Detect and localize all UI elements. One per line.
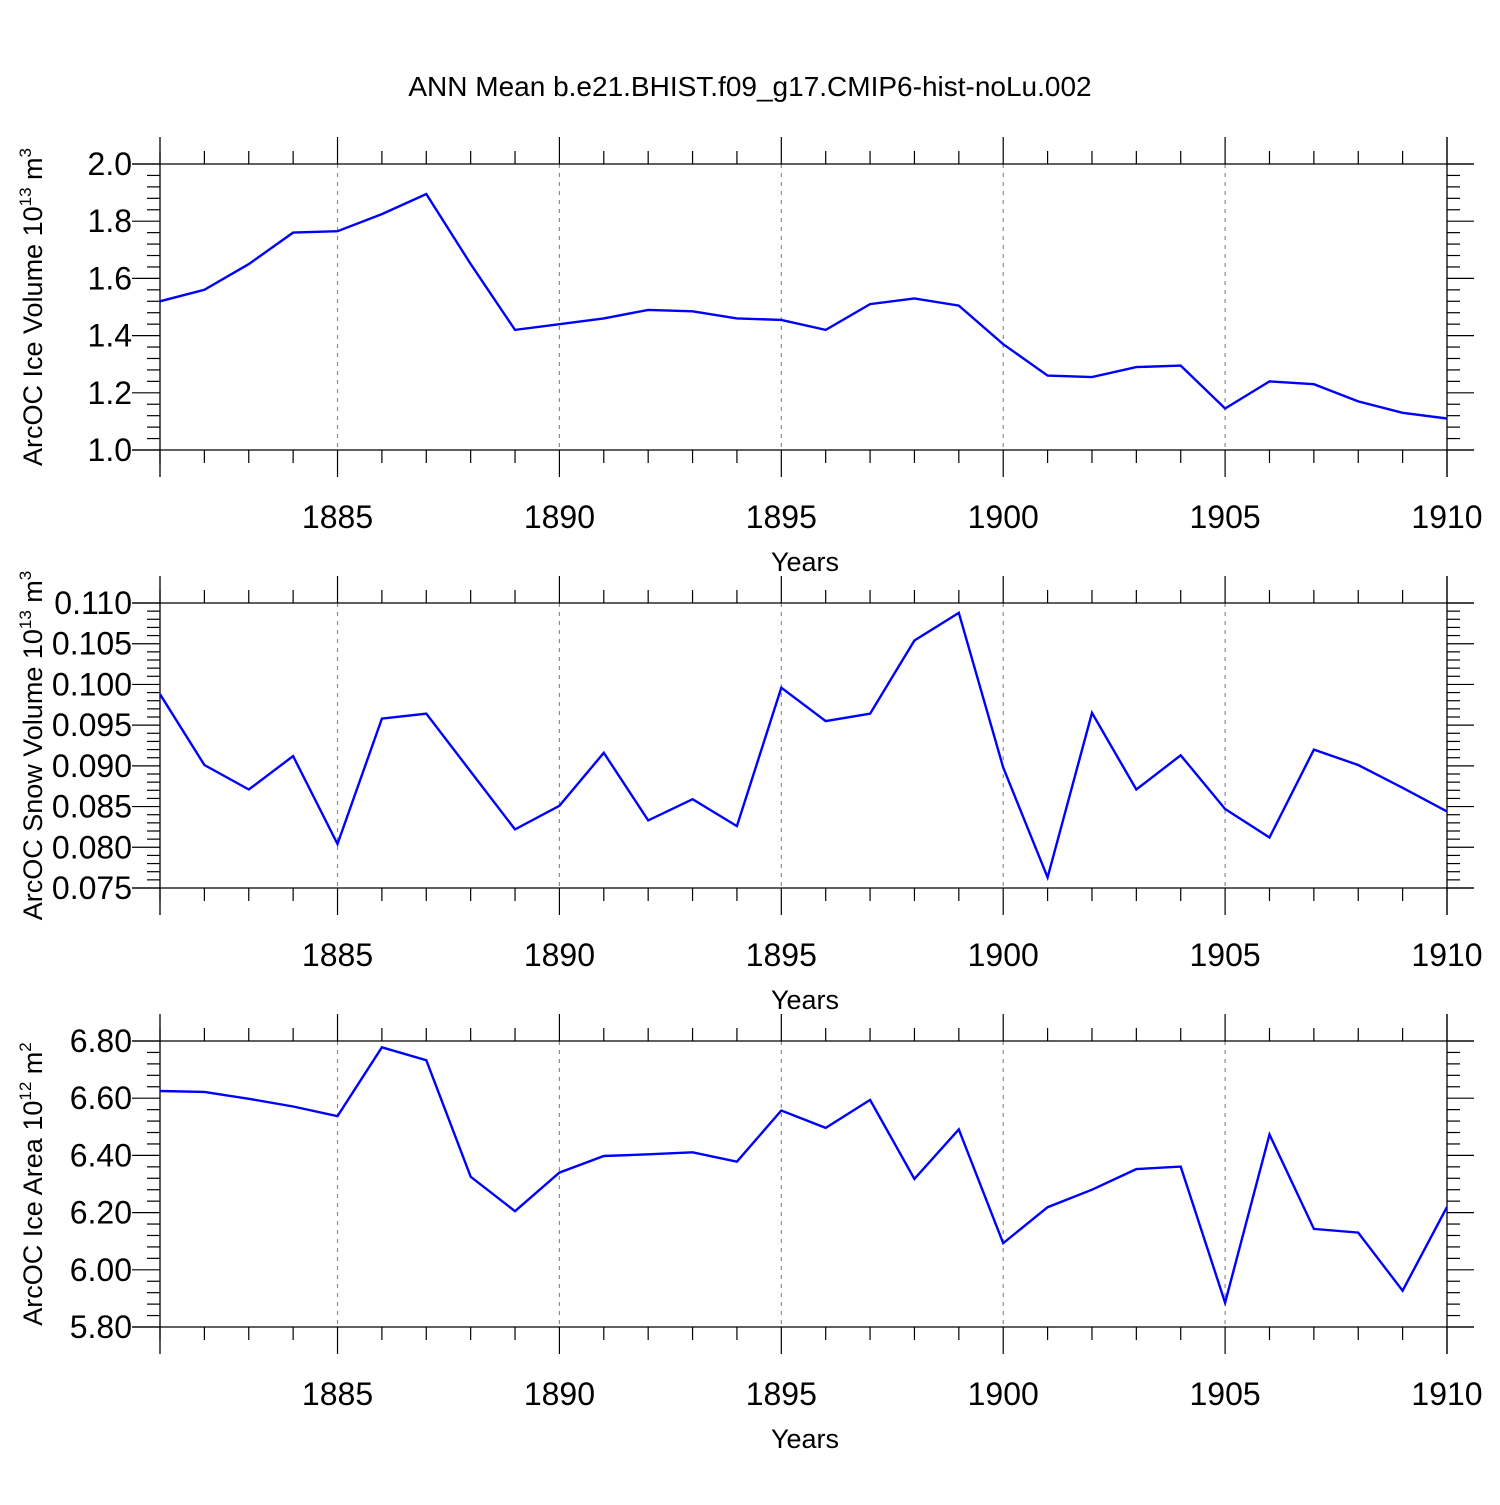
series-line-arcoc-ice-area: [160, 1047, 1447, 1302]
y-tick-label: 6.80: [70, 1023, 132, 1059]
y-tick-label: 0.085: [52, 789, 132, 825]
y-tick-label: 1.8: [88, 203, 132, 239]
x-tick-label: 1900: [968, 937, 1039, 973]
x-tick-label: 1905: [1190, 499, 1261, 535]
x-axis-label: Years: [771, 985, 839, 1015]
y-tick-label: 0.090: [52, 748, 132, 784]
x-axis-label: Years: [771, 1424, 839, 1454]
y-axis-label: ArcOC Ice Area 1012 m2: [16, 1042, 48, 1326]
chart-panel-2: 0.075 0.080 0.085 0.090 0.095 0.100 0.105 0.110…: [16, 571, 1483, 1015]
x-tick-label: 1910: [1411, 499, 1482, 535]
x-tick-label: 1910: [1411, 1376, 1482, 1412]
panels: 1.0 1.2 1.4 1.6 1.8 2.0 1885 1890 1895 1900 1905 19…: [16, 137, 1483, 1454]
x-tick-label: 1900: [968, 1376, 1039, 1412]
y-tick-label: 6.60: [70, 1080, 132, 1116]
chart-panel-1: 1.0 1.2 1.4 1.6 1.8 2.0 1885 1890 1895 1900 1905 19…: [16, 137, 1483, 577]
x-tick-label: 1885: [302, 499, 373, 535]
x-tick-label: 1895: [746, 937, 817, 973]
x-tick-label: 1890: [524, 937, 595, 973]
x-tick-label: 1905: [1190, 1376, 1261, 1412]
x-tick-label: 1890: [524, 499, 595, 535]
y-tick-label: 1.6: [88, 260, 132, 296]
y-tick-label: 0.080: [52, 829, 132, 865]
x-tick-label: 1910: [1411, 937, 1482, 973]
y-tick-label: 6.20: [70, 1195, 132, 1231]
x-tick-label: 1895: [746, 499, 817, 535]
x-tick-label: 1890: [524, 1376, 595, 1412]
y-tick-label: 6.00: [70, 1252, 132, 1288]
y-tick-label: 0.095: [52, 707, 132, 743]
y-tick-label: 2.0: [88, 146, 132, 182]
x-tick-label: 1905: [1190, 937, 1261, 973]
x-tick-label: 1885: [302, 1376, 373, 1412]
y-tick-label: 0.105: [52, 626, 132, 662]
y-tick-label: 0.110: [54, 585, 132, 621]
y-axis-label: ArcOC Ice Volume 1013 m3: [16, 148, 48, 466]
y-tick-label: 0.075: [52, 870, 132, 906]
x-tick-label: 1900: [968, 499, 1039, 535]
chart-title: ANN Mean b.e21.BHIST.f09_g17.CMIP6-hist-…: [408, 71, 1091, 102]
x-tick-label: 1895: [746, 1376, 817, 1412]
series-line-arcoc-snow-volume: [160, 613, 1447, 878]
series-line-arcoc-ice-volume: [160, 194, 1447, 419]
y-tick-label: 1.2: [88, 375, 132, 411]
y-axis-label: ArcOC Snow Volume 1013 m3: [16, 571, 48, 921]
x-tick-label: 1885: [302, 937, 373, 973]
x-axis-label: Years: [771, 547, 839, 577]
y-tick-label: 6.40: [70, 1137, 132, 1173]
chart-panel-3: 5.80 6.00 6.20 6.40 6.60 6.80 1885 1890 1895 1900…: [16, 1014, 1483, 1454]
y-tick-label: 1.4: [88, 318, 132, 354]
y-tick-label: 5.80: [70, 1309, 132, 1345]
y-tick-label: 0.100: [52, 666, 132, 702]
y-tick-label: 1.0: [88, 432, 132, 468]
